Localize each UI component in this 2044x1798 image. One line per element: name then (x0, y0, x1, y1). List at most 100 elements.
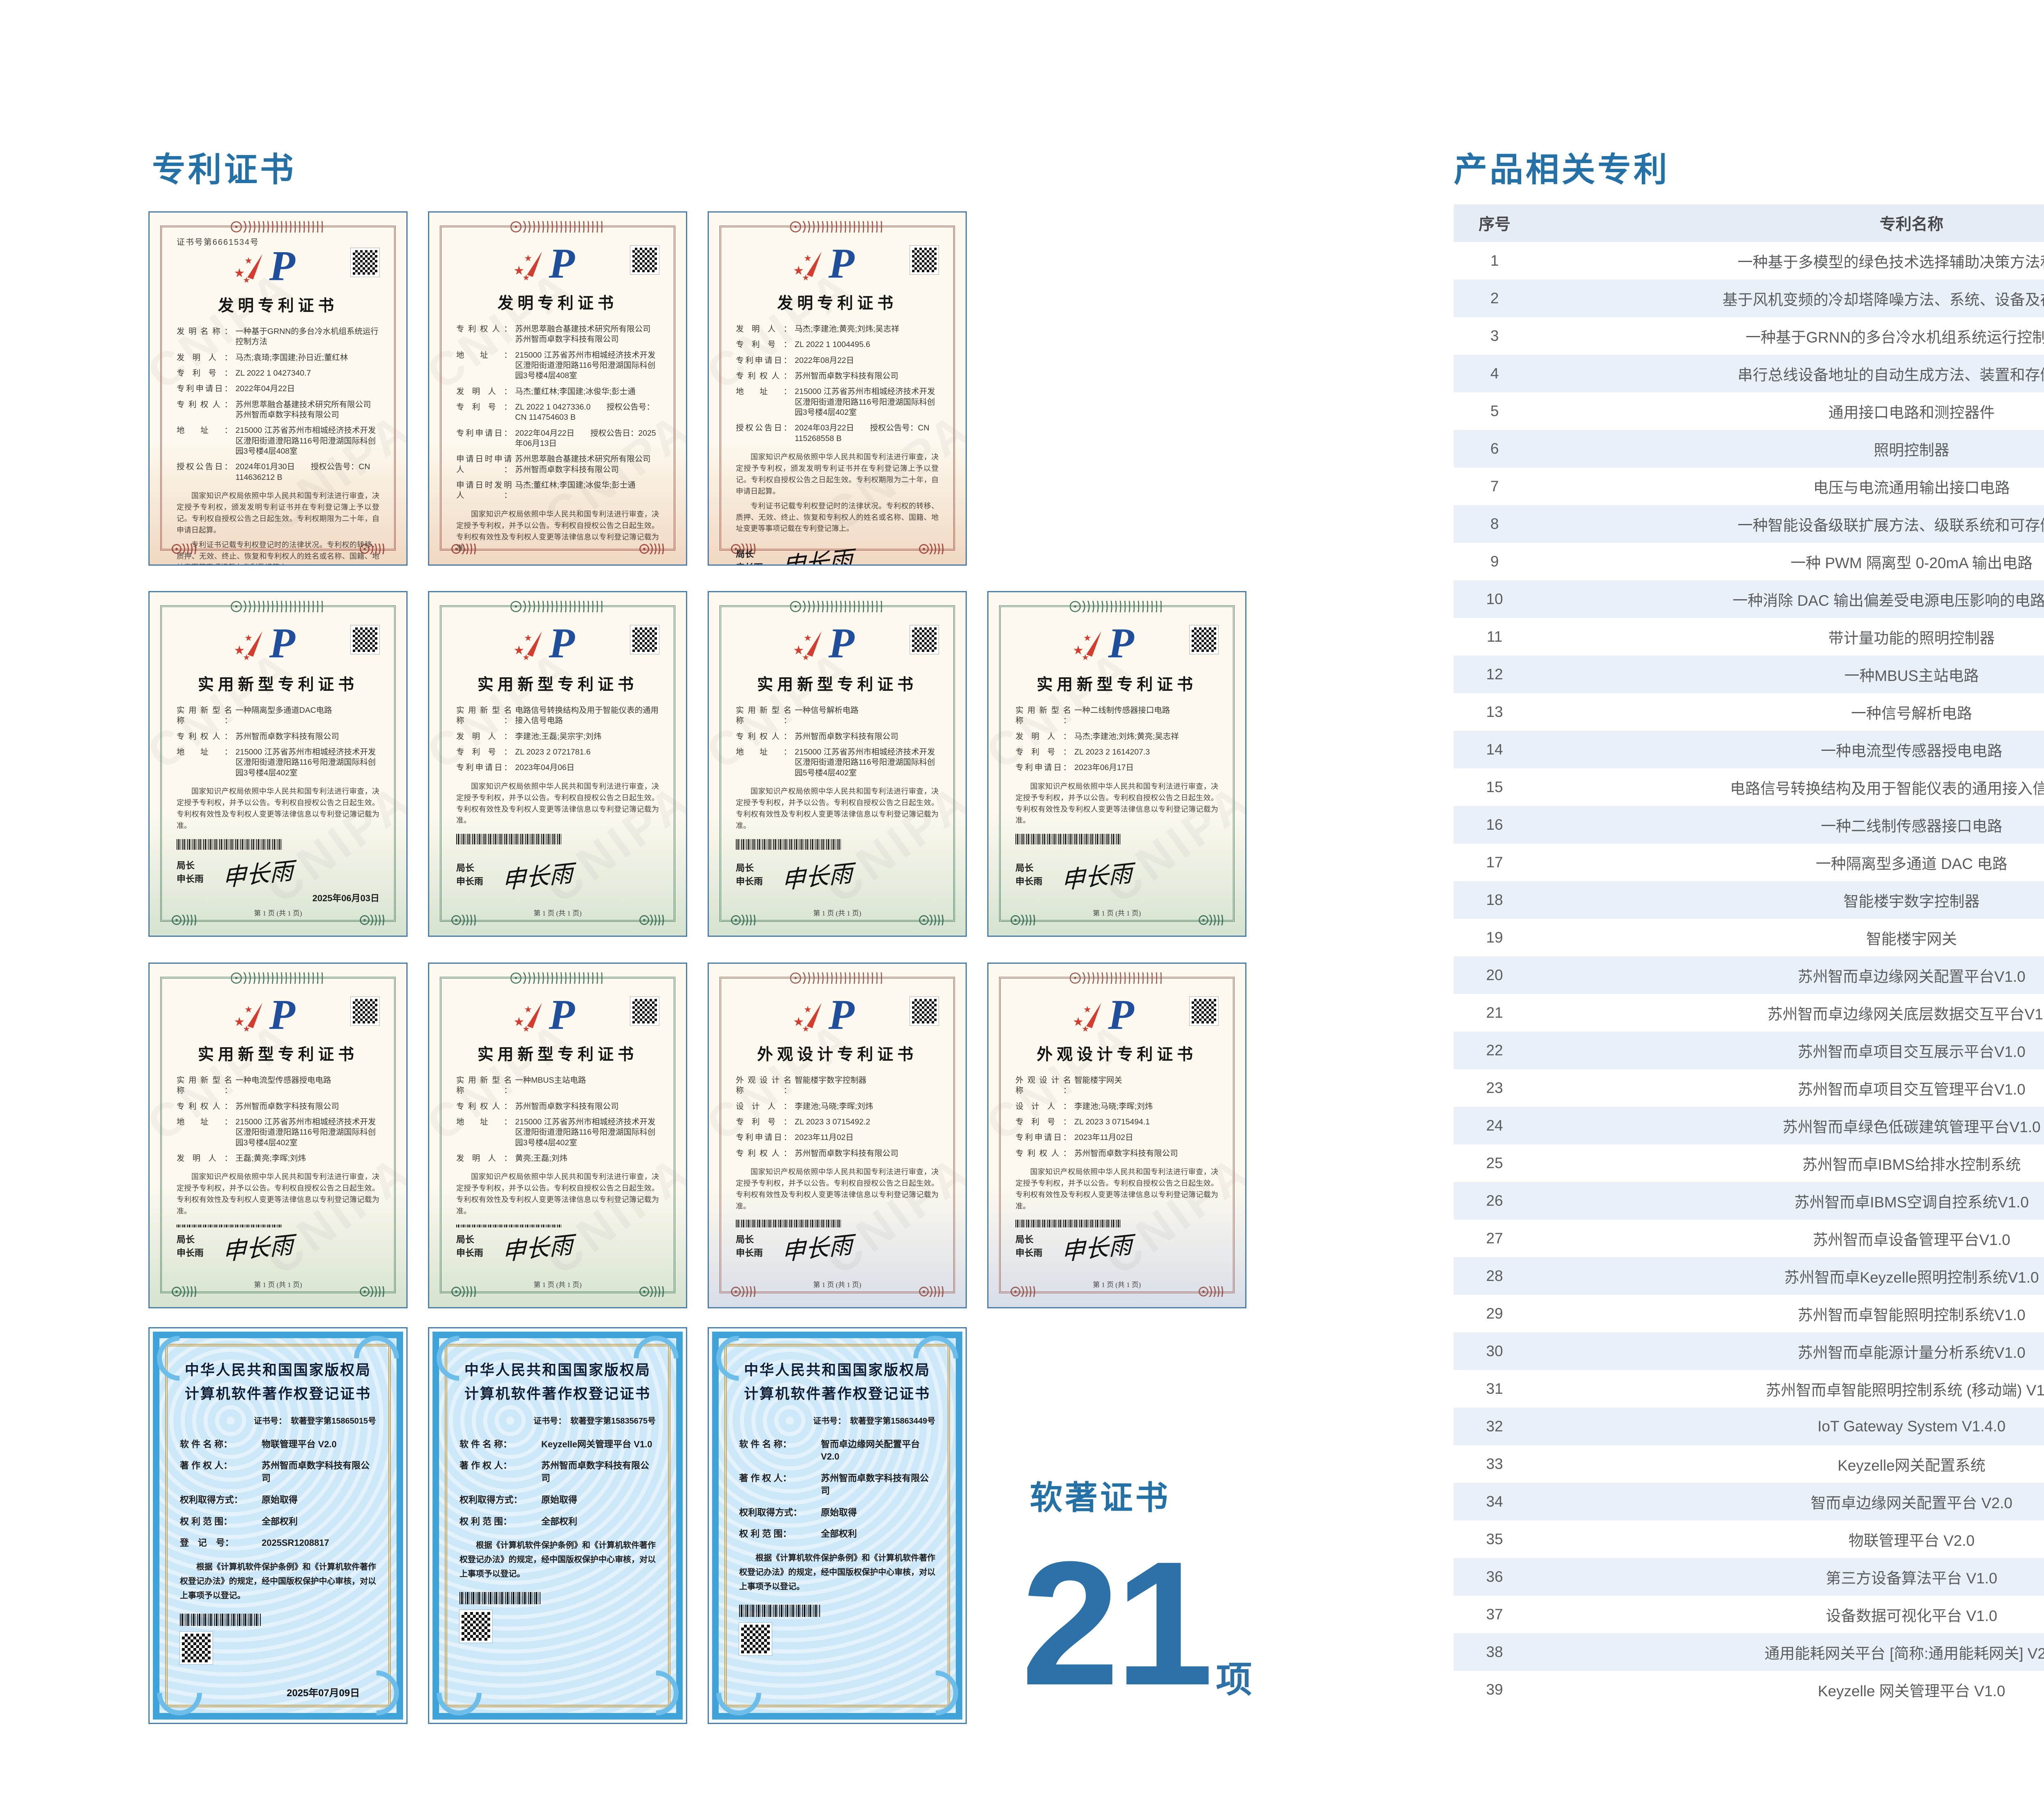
signature-block: 局长 申长雨申长雨 (456, 1229, 659, 1266)
field-label: 专利权人： (456, 325, 512, 334)
field-value: 2022年04月22日 授权公告日：2025年06月13日 (515, 428, 656, 448)
field-label: 专利号： (456, 748, 512, 757)
qr-code-icon (910, 625, 939, 654)
certificate-frame (719, 972, 955, 1297)
certificate-frame (160, 221, 396, 554)
certificate-field: 外观设计名称： 智能楼宇数字控制器 (736, 1075, 939, 1096)
field-value: 2023年04月06日 (515, 763, 575, 772)
certificate-title: 发明专利证书 (217, 297, 338, 315)
code-block (739, 1605, 935, 1656)
certificate-header: ★ ★ ★ ★ P (1015, 620, 1219, 671)
field-label: 专利号： (177, 369, 232, 378)
row-index: 12 (1486, 666, 1503, 683)
page-note: 第 1 页 (共 1 页) (533, 1281, 582, 1289)
certificate-content: ★ ★ ★ ★ P 实用新型专利证书 实用新型名称： 一种信号解析电路 专利权人： 苏州智而卓数字… (709, 592, 966, 936)
frame-corner-ornament-icon (639, 544, 664, 554)
certificate-legal-text: 根据《计算机软件保护条例》和《计算机软件著作权登记办法》的规定，经中国版权保护中… (739, 1554, 935, 1592)
certificate-content: ★ ★ ★ ★ P 外观设计专利证书 外观设计名称： 智能楼宇数字控制器 设计人： 李建池;马晓;… (709, 964, 966, 1307)
field-value: 马杰;李建池;刘炜;黄亮;吴志祥 (1074, 732, 1179, 741)
certificate-legal-text: 国家知识产权局依照中华人民共和国专利法进行审查，决定授予专利权，并予以公告。专利… (1015, 1167, 1218, 1216)
field-value: ZL 2023 3 0715492.2 (795, 1117, 870, 1127)
certificate-legal-text: 国家知识产权局依照中华人民共和国专利法进行审查，决定授予专利权，并予以公告。专利… (736, 1167, 939, 1216)
row-index: 5 (1490, 403, 1499, 419)
certificate-field: 发明人： 马杰;董红林;李国建;冰俊华;彭士通 (456, 387, 659, 397)
certificate-content: ★ ★ ★ ★ P 实用新型专利证书 实用新型名称： 一种隔离型多通道DAC电路 专利权人： 苏州… (150, 592, 406, 936)
legal-paragraph: 国家知识产权局依照中华人民共和国专利法进行审查，决定授予专利权，并予以公告。专利… (456, 782, 659, 825)
row-index: 1 (1490, 252, 1499, 269)
star-icon: ★ (524, 1004, 532, 1014)
field-value: 智而卓边缘网关配置平台 V2.0 (821, 1439, 920, 1462)
table-row: 9一种 PWM 隔离型 0-20mA 输出电路发明 (1454, 543, 2044, 580)
code-block (459, 1592, 656, 1644)
certificate-title: 实用新型专利证书 (477, 1046, 638, 1064)
logo-p-glyph: P (269, 620, 295, 667)
field-value: 全部权利 (541, 1516, 578, 1527)
field-value: 智能楼宇网关 (1074, 1076, 1123, 1085)
cnipa-logo-icon: ★ ★ ★ ★ P (234, 991, 295, 1041)
frame-top-ornament-icon (790, 972, 884, 984)
legal-paragraph: 专利证书记载专利权登记时的法律状况。专利权的转移、质押、无效、终止、恢复和专利权… (736, 502, 939, 533)
signer-name: 局长 申长雨 (177, 1234, 204, 1258)
patent-name: 一种基于多模型的绿色技术选择辅助决策方法和系统 (1737, 254, 2044, 271)
star-icon: ★ (804, 253, 812, 263)
field-label: 专利权人： (1015, 1149, 1071, 1158)
frame-corner-ornament-icon (360, 544, 384, 554)
logo-p-glyph: P (269, 991, 295, 1038)
row-index: 18 (1486, 891, 1503, 908)
certificate-field: 地址： 215000 江苏省苏州市相城经济技术开发区澄阳街道澄阳路116号阳澄湖国… (177, 425, 379, 457)
patent-certificate: CNIPACNIPA ★★★★P实用新型专利证书实用新型名称：一种电流型传感器授… (148, 963, 408, 1308)
row-index: 7 (1490, 478, 1499, 495)
signature-block: 局长 申长雨申长雨 (1015, 1229, 1218, 1266)
table-row: 25苏州智而卓IBMS给排水控制系统软著 (1454, 1144, 2044, 1182)
barcode-icon (180, 1614, 262, 1626)
patent-name: 通用能耗网关平台 [简称:通用能耗网关] V2.0 (1764, 1645, 2044, 1662)
field-value: 李建池;马晓;李晖;刘炜 (1074, 1102, 1153, 1111)
star-icon: ★ (524, 633, 532, 643)
frame-corner-ornament-icon (451, 1286, 476, 1297)
field-value: 苏州智而卓数字科技有限公司 (821, 1473, 929, 1496)
star-icon: ★ (531, 264, 538, 271)
page-note: 第 1 页 (共 1 页) (1093, 1281, 1141, 1289)
legal-paragraph: 国家知识产权局依照中华人民共和国专利法进行审查，决定授予专利权，并予以公告。专利… (177, 1173, 379, 1216)
cnipa-logo-icon: ★ ★ ★ ★ P (793, 240, 854, 290)
star-icon: ★ (802, 273, 809, 282)
certificate-field: 专利权人： 苏州思萃融合基建技术研究所有限公司 苏州智而卓数字科技有限公司 (456, 324, 659, 345)
certificate-title: 外观设计专利证书 (757, 1046, 917, 1064)
certificate-date: 2025年06月03日 (312, 893, 379, 903)
field-label: 权利取得方式： (739, 1507, 802, 1518)
certificate-field: 发明人： 李建池;王磊;吴宗宇;刘炜 (456, 732, 659, 742)
certificate-frame (440, 601, 675, 925)
qr-code-icon (630, 245, 659, 275)
field-value: 2025SR1208817 (262, 1538, 329, 1548)
legal-paragraph: 国家知识产权局依照中华人民共和国专利法进行审查，决定授予专利权，并予以公告。专利… (736, 787, 939, 830)
barcode-icon (177, 1224, 283, 1227)
certificate-field: 权 利 范 围： 全部权利 (739, 1528, 935, 1541)
certificate-field: 专利申请日： 2022年04月22日 (177, 384, 379, 394)
field-label: 外观设计名称： (1015, 1076, 1071, 1095)
certificate-field: 软 件 名 称： 物联管理平台 V2.0 (180, 1438, 376, 1451)
frame-top-ornament-icon (511, 601, 605, 612)
certificate-field: 发明人： 马杰;李建池;刘炜;黄亮;吴志祥 (1015, 732, 1218, 742)
field-label: 著 作 权 人： (459, 1460, 512, 1471)
field-value: 215000 江苏省苏州市相城经济技术开发区澄阳街道澄阳路116号阳澄湖国际科创… (795, 748, 935, 777)
frame-corner-ornament-icon (1011, 915, 1035, 925)
patent-name: 苏州智而卓智能照明控制系统V1.0 (1797, 1307, 2026, 1323)
certificate-field: 权利取得方式： 原始取得 (459, 1494, 656, 1507)
legal-paragraph: 国家知识产权局依照中华人民共和国专利法进行审查，决定授予专利权，并予以公告。专利… (736, 1168, 939, 1210)
field-value: 215000 江苏省苏州市相城经济技术开发区澄阳街道澄阳路116号阳澄湖国际科创… (235, 1117, 376, 1147)
certificate-field: 授权公告日： 2024年03月22日 授权公告号：CN 115268558 B (736, 423, 939, 444)
field-value: 李建池;马晓;李晖;刘炜 (795, 1102, 873, 1111)
field-value: 一种隔离型多通道DAC电路 (235, 706, 332, 715)
certificate-content: ★ ★ ★ ★ P 实用新型专利证书 实用新型名称： 电路信号转换结构及用于智能仪表的通用接入… (429, 592, 686, 936)
field-value: 215000 江苏省苏州市相城经济技术开发区澄阳街道澄阳路116号阳澄湖国际科创… (235, 426, 376, 456)
star-icon: ★ (1082, 1025, 1089, 1034)
field-value: 215000 江苏省苏州市相城经济技术开发区澄阳街道澄阳路116号阳澄湖国际科创… (515, 350, 656, 381)
patent-name: 苏州智而卓边缘网关配置平台V1.0 (1797, 968, 2026, 985)
